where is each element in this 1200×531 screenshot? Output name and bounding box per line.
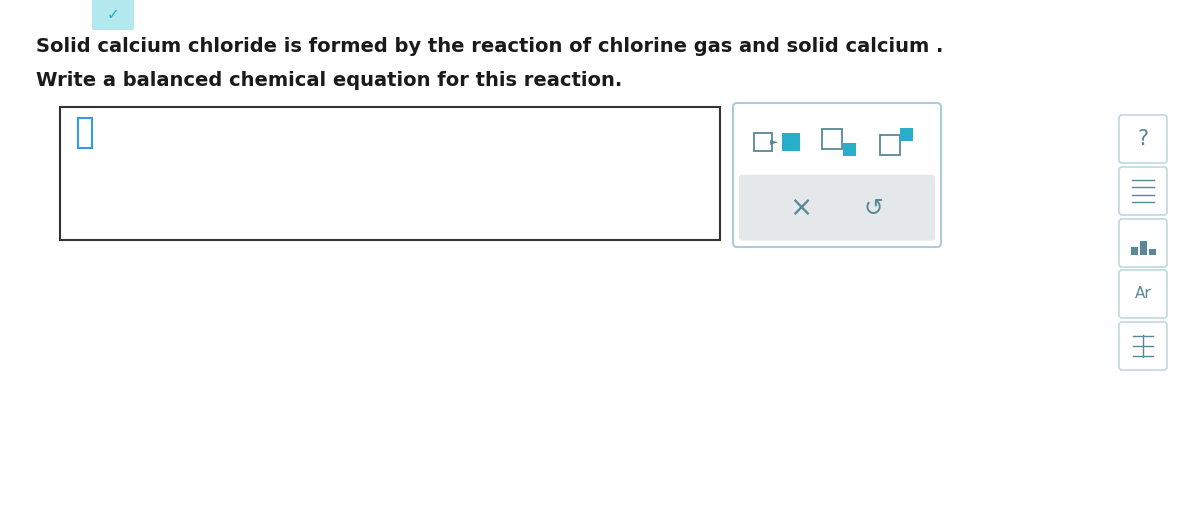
FancyBboxPatch shape [92,0,134,30]
Text: Ar: Ar [1135,287,1151,302]
FancyBboxPatch shape [733,103,941,247]
Bar [880,135,900,156]
Bar [842,143,856,156]
Text: ✓: ✓ [107,7,119,22]
Bar [782,133,800,151]
Text: ×: × [790,194,812,221]
Bar [1130,247,1138,255]
FancyBboxPatch shape [1120,115,1166,163]
FancyBboxPatch shape [1120,322,1166,370]
Text: Write a balanced chemical equation for this reaction.: Write a balanced chemical equation for t… [36,71,623,90]
Text: ↺: ↺ [863,195,883,220]
Bar [900,128,912,141]
FancyBboxPatch shape [739,175,935,241]
FancyBboxPatch shape [1120,270,1166,318]
FancyBboxPatch shape [1120,167,1166,215]
Bar [1140,241,1146,255]
Bar [822,130,842,149]
Bar [754,133,772,151]
Bar [60,107,720,240]
Text: Solid calcium chloride is formed by the reaction of chlorine gas and solid calci: Solid calcium chloride is formed by the … [36,38,943,56]
Text: ?: ? [1138,129,1148,149]
FancyBboxPatch shape [1120,219,1166,267]
Bar [1148,249,1156,255]
Bar [78,118,92,148]
